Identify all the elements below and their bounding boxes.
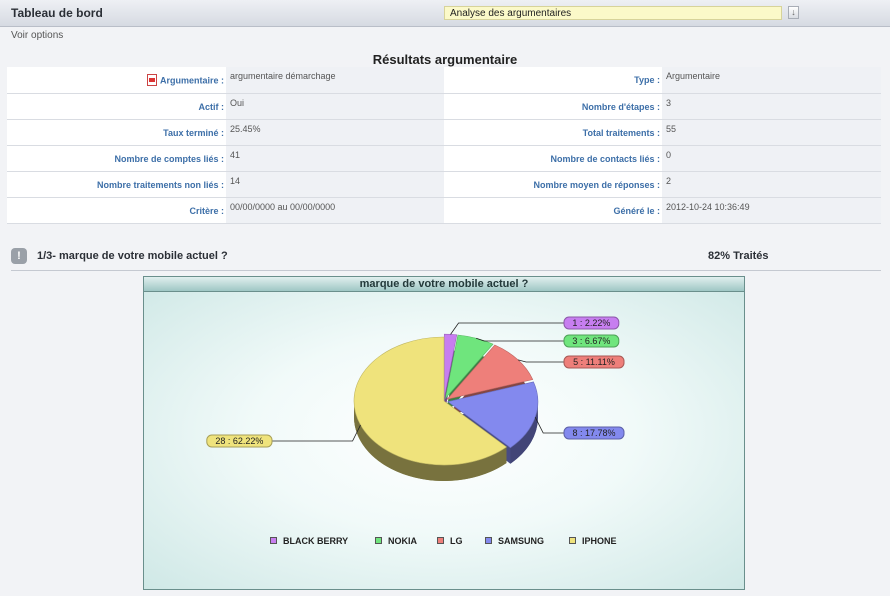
label-cell: Type : <box>444 67 662 94</box>
dashboard-title: Tableau de bord <box>11 6 103 20</box>
pie-slice-rim <box>354 401 507 481</box>
select-arrow-icon[interactable]: ↓ <box>788 6 799 19</box>
value-cell: Oui <box>226 93 444 120</box>
pdf-icon[interactable] <box>146 74 157 86</box>
label-cell: Nombre traitements non liés : <box>7 171 226 198</box>
legend-swatch <box>375 537 382 545</box>
label-cell: Taux terminé : <box>7 119 226 146</box>
legend-swatch <box>270 537 277 545</box>
question-bar: ! 1/3- marque de votre mobile actuel ? 8… <box>11 244 881 271</box>
processed-percent: 82% Traités <box>708 250 769 262</box>
pie-label-leader <box>534 416 564 434</box>
label-cell: Nombre de comptes liés : <box>7 145 226 172</box>
legend-swatch <box>437 537 444 545</box>
label-cell: Actif : <box>7 93 226 120</box>
pie-chart: 1 : 2.22% 3 : 6.67% 5 : 11.11% 8 : 17.78% 28… <box>206 316 625 481</box>
legend-item: BLACK BERRY <box>270 536 348 546</box>
pie-label-box <box>563 316 620 330</box>
question-text: 1/3- marque de votre mobile actuel ? <box>37 250 228 262</box>
legend-item: SAMSUNG <box>485 536 544 546</box>
pie-label-box <box>563 355 625 369</box>
table-row: Taux terminé : 25.45% Total traitements … <box>7 119 881 146</box>
pie-slice[interactable] <box>447 381 539 449</box>
top-bar: Tableau de bord Analyse des argumentaire… <box>0 0 890 27</box>
value-cell: 2 <box>662 171 881 198</box>
legend-item: NOKIA <box>375 536 417 546</box>
legend-swatch <box>485 537 492 545</box>
pie-label-leader <box>476 337 564 342</box>
pie-label-leader <box>517 359 564 363</box>
pie-label-leader <box>450 322 564 335</box>
options-link[interactable]: Voir options <box>11 30 64 41</box>
value-cell: 0 <box>662 145 881 172</box>
table-row: Actif : Oui Nombre d'étapes : 3 <box>7 93 881 120</box>
value-cell: 25.45% <box>226 119 444 146</box>
legend-item: LG <box>437 536 463 546</box>
pie-slice[interactable] <box>444 334 494 400</box>
legend-swatch <box>569 537 576 545</box>
label-cell: Nombre de contacts liés : <box>444 145 662 172</box>
pie-data-label: 1 : 2.22% <box>572 318 610 328</box>
pie-slice-rim <box>510 401 538 464</box>
legend-item: IPHONE <box>569 536 617 546</box>
value-cell: 2012-10-24 10:36:49 <box>662 197 881 224</box>
value-cell: 41 <box>226 145 444 172</box>
pie-label-box <box>206 434 273 448</box>
alert-icon[interactable]: ! <box>11 248 27 264</box>
label-cell: Critère : <box>7 197 226 224</box>
pie-label-box <box>563 426 625 440</box>
table-row: Nombre de comptes liés : 41 Nombre de co… <box>7 145 881 172</box>
pie-data-label: 5 : 11.11% <box>573 357 615 367</box>
label-cell: Généré le : <box>444 197 662 224</box>
value-cell: 55 <box>662 119 881 146</box>
table-row: Critère : 00/00/0000 au 00/00/0000 Génér… <box>7 197 881 224</box>
pie-label-box <box>563 334 620 348</box>
chart-title: marque de votre mobile actuel ? <box>144 277 744 292</box>
value-cell: argumentaire démarchage <box>226 67 444 94</box>
value-cell: 14 <box>226 171 444 198</box>
label-cell: Nombre d'étapes : <box>444 93 662 120</box>
pie-data-label: 28 : 62.22% <box>215 436 263 446</box>
label-cell: Nombre moyen de réponses : <box>444 171 662 198</box>
pie-data-label: 3 : 6.67% <box>572 336 610 346</box>
pie-data-label: 8 : 17.78% <box>572 428 615 438</box>
analysis-select[interactable]: Analyse des argumentaires <box>444 6 782 20</box>
table-row: Nombre traitements non liés : 14 Nombre … <box>7 171 881 198</box>
results-table: Argumentaire : argumentaire démarchage T… <box>7 67 881 224</box>
value-cell: 3 <box>662 93 881 120</box>
results-title: Résultats argumentaire <box>372 52 518 67</box>
label-cell: Argumentaire : <box>7 67 226 94</box>
pie-label-leader <box>272 424 361 442</box>
pie-slice[interactable] <box>353 336 508 466</box>
value-cell: Argumentaire <box>662 67 881 94</box>
table-row: Argumentaire : argumentaire démarchage T… <box>7 67 881 94</box>
value-cell: 00/00/0000 au 00/00/0000 <box>226 197 444 224</box>
pie-chart-panel: marque de votre mobile actuel ? 1 : 2.22… <box>143 276 745 590</box>
label-cell: Total traitements : <box>444 119 662 146</box>
